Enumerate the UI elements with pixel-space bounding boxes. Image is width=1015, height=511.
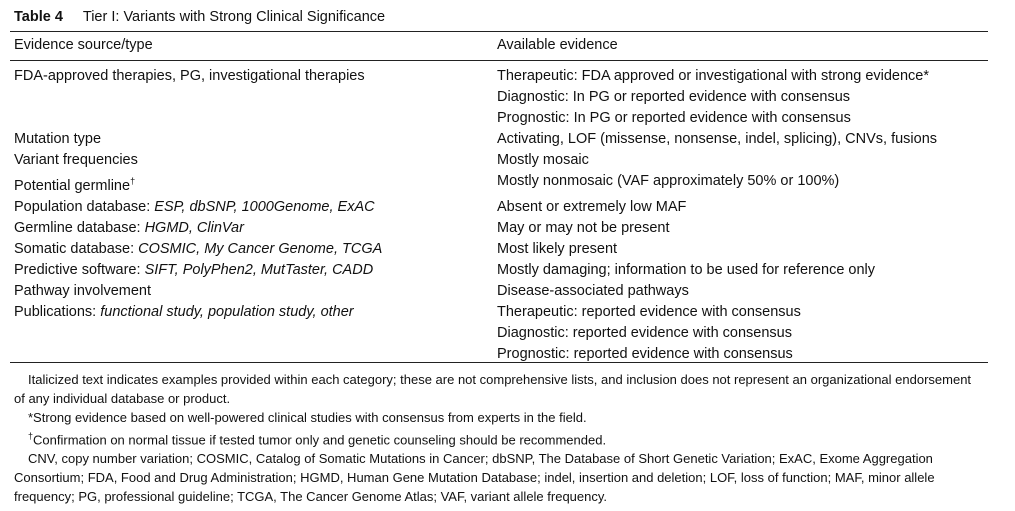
source-cell: FDA-approved therapies, PG, investigatio…: [0, 66, 497, 129]
source-cell: Pathway involvement: [0, 281, 497, 302]
source-cell: Predictive software: SIFT, PolyPhen2, Mu…: [0, 260, 497, 281]
source-cell: Germline database: HGMD, ClinVar: [0, 218, 497, 239]
top-rule: [10, 31, 988, 32]
column-header: Available evidence: [497, 37, 618, 53]
table-body: FDA-approved therapies, PG, investigatio…: [0, 66, 1000, 365]
source-label: Potential germline: [14, 177, 131, 194]
source-cell: Mutation type: [0, 129, 497, 150]
evidence-line: May or may not be present: [497, 219, 670, 236]
evidence-cell: Therapeutic: reported evidence with cons…: [497, 302, 801, 365]
footnote: †Confirmation on normal tissue if tested…: [14, 427, 979, 449]
footnote-text: Confirmation on normal tissue if tested …: [33, 432, 607, 448]
table-row: Variant frequencies Mostly mosaic: [0, 150, 1000, 171]
source-examples: ESP, dbSNP, 1000Genome, ExAC: [154, 198, 375, 215]
footnote: Italicized text indicates examples provi…: [14, 370, 979, 408]
source-examples: SIFT, PolyPhen2, MutTaster, CADD: [144, 261, 374, 278]
table-row: Publications: functional study, populati…: [0, 302, 1000, 365]
source-examples: HGMD, ClinVar: [144, 219, 244, 236]
evidence-line: Disease-associated pathways: [497, 282, 689, 299]
column-header: Evidence source/type: [14, 37, 153, 53]
bottom-rule: [10, 362, 988, 363]
source-cell: Publications: functional study, populati…: [0, 302, 497, 365]
source-cell: Population database: ESP, dbSNP, 1000Gen…: [0, 197, 497, 218]
evidence-cell: Mostly damaging; information to be used …: [497, 260, 875, 281]
table-row: Somatic database: COSMIC, My Cancer Geno…: [0, 239, 1000, 260]
evidence-line: Diagnostic: reported evidence with conse…: [497, 324, 792, 341]
evidence-line: Mostly nonmosaic (VAF approximately 50% …: [497, 173, 840, 189]
header-rule: [10, 60, 988, 61]
footnote-text: CNV, copy number variation; COSMIC, Cata…: [14, 451, 935, 505]
source-label: Predictive software:: [14, 261, 141, 278]
source-examples: COSMIC, My Cancer Genome, TCGA: [138, 240, 383, 257]
source-label: FDA-approved therapies, PG, investigatio…: [14, 68, 365, 84]
table-row: Population database: ESP, dbSNP, 1000Gen…: [0, 197, 1000, 218]
evidence-line: Prognostic: reported evidence with conse…: [497, 345, 793, 362]
evidence-line: Mostly mosaic: [497, 152, 589, 168]
table-row: Pathway involvement Disease-associated pa…: [0, 281, 1000, 302]
footnotes: Italicized text indicates examples provi…: [14, 370, 979, 506]
source-examples: functional study, population study, othe…: [100, 303, 354, 320]
evidence-line: Activating, LOF (missense, nonsense, ind…: [497, 131, 938, 147]
footnote-mark: †: [28, 431, 34, 441]
source-cell: Somatic database: COSMIC, My Cancer Geno…: [0, 239, 497, 260]
evidence-cell: Mostly nonmosaic (VAF approximately 50% …: [497, 171, 839, 197]
table-row: Potential germline† Mostly nonmosaic (VAF…: [0, 171, 1000, 197]
evidence-line: Therapeutic: FDA approved or investigati…: [497, 68, 930, 84]
source-label: Somatic database:: [14, 240, 135, 257]
source-label: Population database:: [14, 198, 151, 215]
source-cell: Variant frequencies: [0, 150, 497, 171]
footnote: CNV, copy number variation; COSMIC, Cata…: [14, 449, 979, 506]
source-label: Pathway involvement: [14, 282, 152, 299]
evidence-line: Prognostic: In PG or reported evidence w…: [497, 110, 851, 126]
source-cell: Potential germline†: [0, 171, 497, 197]
footnote-text: Italicized text indicates examples provi…: [14, 372, 972, 406]
evidence-cell: Absent or extremely low MAF: [497, 197, 686, 218]
evidence-cell: Therapeutic: FDA approved or investigati…: [497, 66, 929, 129]
evidence-cell: Mostly mosaic: [497, 150, 589, 171]
table-row: Germline database: HGMD, ClinVar May or m…: [0, 218, 1000, 239]
evidence-line: Mostly damaging; information to be used …: [497, 261, 876, 278]
title-text: Tier I: Variants with Strong Clinical Si…: [82, 9, 386, 25]
footnote: *Strong evidence based on well-powered c…: [14, 408, 979, 427]
evidence-line: Most likely present: [497, 240, 618, 257]
source-label: Variant frequencies: [14, 152, 138, 168]
table-row: Mutation type Activating, LOF (missense, …: [0, 129, 1000, 150]
evidence-line: Diagnostic: In PG or reported evidence w…: [497, 89, 851, 105]
table-row: FDA-approved therapies, PG, investigatio…: [0, 66, 1000, 129]
footnote-text: *Strong evidence based on well-powered c…: [28, 410, 587, 425]
evidence-line: Absent or extremely low MAF: [497, 198, 687, 215]
evidence-cell: Most likely present: [497, 239, 617, 260]
table-title: Table 4 Tier I: Variants with Strong Clin…: [14, 9, 385, 25]
evidence-cell: Disease-associated pathways: [497, 281, 689, 302]
source-label: Germline database:: [14, 219, 141, 236]
evidence-cell: May or may not be present: [497, 218, 669, 239]
source-label: Mutation type: [14, 131, 102, 147]
table-row: Predictive software: SIFT, PolyPhen2, Mu…: [0, 260, 1000, 281]
table-number: Table 4: [14, 9, 63, 25]
source-label: Publications:: [14, 303, 97, 320]
note-mark: †: [130, 176, 136, 186]
evidence-cell: Activating, LOF (missense, nonsense, ind…: [497, 129, 937, 150]
evidence-line: Therapeutic: reported evidence with cons…: [497, 303, 801, 320]
